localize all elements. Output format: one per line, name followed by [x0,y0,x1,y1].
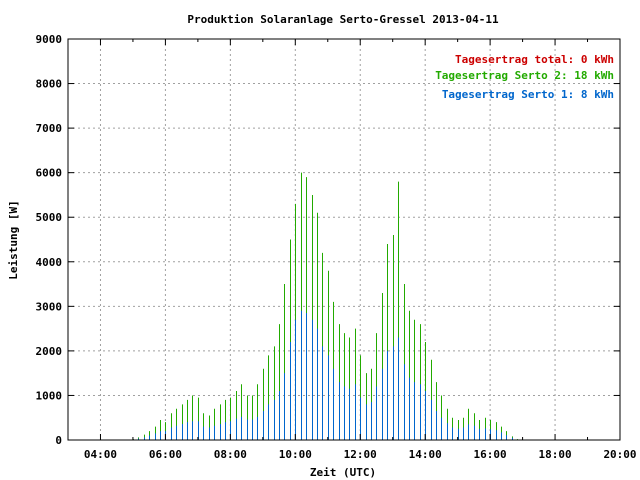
y-tick-label: 2000 [36,345,63,358]
legend-entry-serto-2: Tagesertrag Serto 2: 18 kWh [435,69,614,82]
y-tick-label: 4000 [36,256,63,269]
legend-entry-total: Tagesertrag total: 0 kWh [455,53,614,66]
x-tick-label: 14:00 [409,448,442,461]
grid-lines [68,39,620,440]
y-tick-label: 1000 [36,389,63,402]
y-tick-label: 0 [55,434,62,447]
y-tick-label: 7000 [36,122,63,135]
x-tick-label: 04:00 [84,448,117,461]
x-tick-label: 06:00 [149,448,182,461]
y-tick-label: 3000 [36,300,63,313]
x-axis-label: Zeit (UTC) [310,466,376,479]
x-tick-label: 20:00 [603,448,636,461]
y-tick-label: 8000 [36,78,63,91]
y-axis-label: Leistung [W] [7,200,20,279]
legend-entry-serto-1: Tagesertrag Serto 1: 8 kWh [442,88,614,101]
legend: Tagesertrag total: 0 kWh Tagesertrag Ser… [435,53,614,101]
x-tick-label: 08:00 [214,448,247,461]
y-tick-label: 6000 [36,167,63,180]
x-tick-label: 12:00 [344,448,377,461]
y-tick-label: 5000 [36,211,63,224]
x-tick-label: 16:00 [474,448,507,461]
y-axis-ticks: 0 1000 2000 3000 4000 5000 6000 7000 8000 9000 [36,33,620,447]
series-serto-1-bars [133,310,518,440]
y-tick-label: 9000 [36,33,63,46]
plot-area-border [67,38,621,441]
x-tick-label: 18:00 [538,448,571,461]
x-axis-ticks: 04:00 06:00 08:00 10:00 12:00 14:00 16:00 18:00… [67,39,637,461]
chart-title: Produktion Solaranlage Serto-Gressel 201… [187,13,499,26]
x-tick-label: 10:00 [279,448,312,461]
